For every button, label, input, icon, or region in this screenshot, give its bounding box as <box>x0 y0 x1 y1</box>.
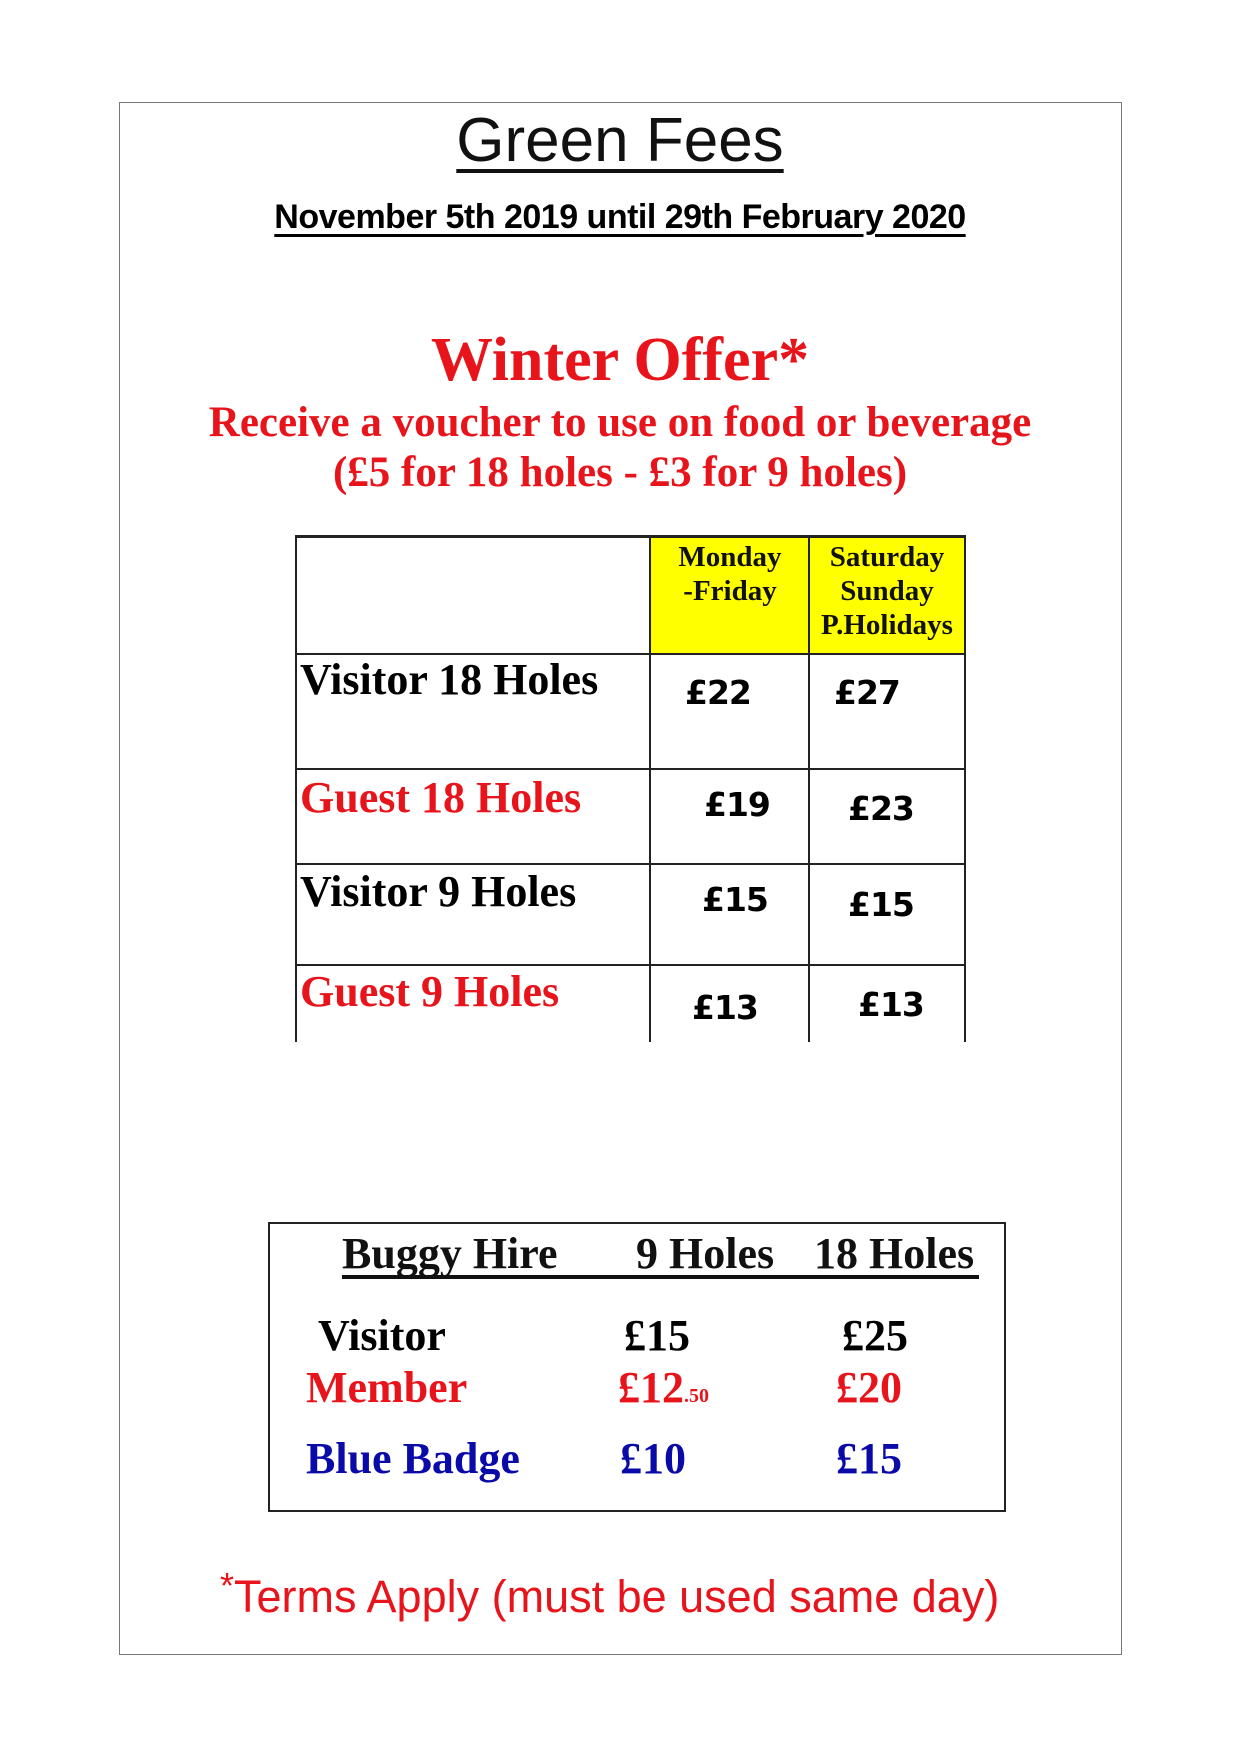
price-guest-9-weekend: £13 <box>858 985 925 1024</box>
buggy-col-9: 9 Holes <box>636 1229 775 1278</box>
offer-heading: Winter Offer* <box>430 326 810 394</box>
offer-description: Receive a voucher to use on food or beve… <box>0 398 1240 498</box>
column-header-weekday: Monday -Friday <box>678 541 782 607</box>
buggy-visitor-18: £25 <box>842 1311 908 1360</box>
date-range: November 5th 2019 until 29th February 20… <box>274 198 966 236</box>
row-label-visitor-18: Visitor 18 Holes <box>300 655 599 704</box>
offer-line-1: Receive a voucher to use on food or beve… <box>208 399 1032 446</box>
buggy-header-underline <box>342 1275 979 1279</box>
price-guest-18-weekday: £19 <box>704 785 771 824</box>
row-label-visitor-9: Visitor 9 Holes <box>300 867 577 916</box>
buggy-member-18: £20 <box>836 1363 902 1412</box>
row-label-guest-18: Guest 18 Holes <box>300 773 582 822</box>
price-guest-18-weekend: £23 <box>848 789 915 828</box>
price-visitor-9-weekend: £15 <box>848 885 915 924</box>
header-cell-weekend <box>810 537 964 653</box>
buggy-member-9: £12.50 <box>618 1363 709 1412</box>
price-visitor-18-weekday: £22 <box>685 673 752 712</box>
page-border <box>119 102 1122 1655</box>
price-visitor-9-weekday: £15 <box>702 880 769 919</box>
offer-line-2: (£5 for 18 holes - £3 for 9 holes) <box>332 449 908 496</box>
terms-note: *Terms Apply (must be used same day) <box>220 1565 1000 1622</box>
buggy-visitor-9: £15 <box>624 1311 690 1360</box>
column-header-weekend: Saturday Sunday P.Holidays <box>821 541 953 641</box>
price-guest-9-weekday: £13 <box>692 988 759 1027</box>
buggy-hire-box <box>268 1222 1006 1512</box>
buggy-heading: Buggy Hire <box>342 1229 558 1278</box>
buggy-blue-badge-18: £15 <box>836 1434 902 1483</box>
page-title: Green Fees <box>456 106 784 175</box>
row-label-guest-9: Guest 9 Holes <box>300 967 560 1016</box>
buggy-col-18: 18 Holes <box>814 1229 975 1278</box>
buggy-blue-badge-9: £10 <box>620 1434 686 1483</box>
header-cell-weekday <box>651 537 809 653</box>
buggy-label-visitor: Visitor <box>318 1311 446 1360</box>
buggy-label-member: Member <box>306 1363 468 1412</box>
price-visitor-18-weekend: £27 <box>834 673 901 712</box>
buggy-label-blue-badge: Blue Badge <box>306 1434 520 1483</box>
